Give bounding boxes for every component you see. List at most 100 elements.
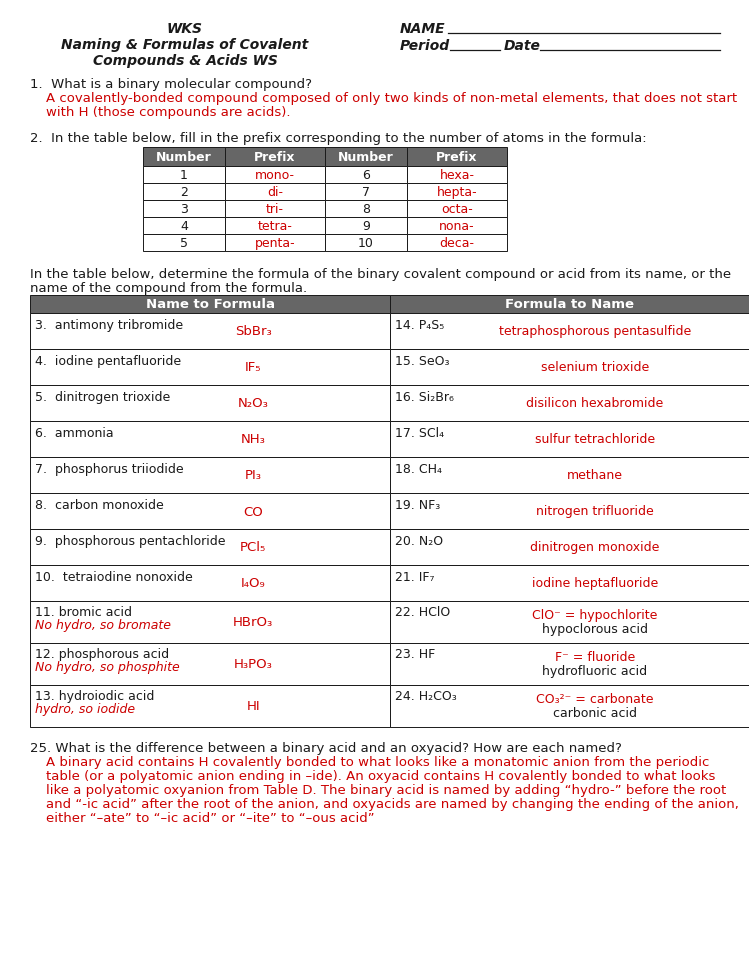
Text: hexa-: hexa- <box>440 169 475 182</box>
Text: Period: Period <box>400 39 450 53</box>
Text: 4: 4 <box>180 220 188 233</box>
Text: tetraphosphorous pentasulfide: tetraphosphorous pentasulfide <box>499 326 691 338</box>
Bar <box>325 201 407 218</box>
Text: and “-ic acid” after the root of the anion, and oxyacids are named by changing t: and “-ic acid” after the root of the ani… <box>46 797 739 810</box>
Text: PI₃: PI₃ <box>245 469 261 482</box>
Bar <box>407 234 507 252</box>
Text: nitrogen trifluoride: nitrogen trifluoride <box>536 505 654 518</box>
Text: NAME: NAME <box>400 22 446 36</box>
Text: IF₅: IF₅ <box>245 361 261 374</box>
Bar <box>143 148 225 167</box>
Text: carbonic acid: carbonic acid <box>553 706 637 720</box>
Bar <box>390 566 749 602</box>
Text: I₄O₉: I₄O₉ <box>241 577 266 590</box>
Bar <box>390 685 749 728</box>
Text: HBrO₃: HBrO₃ <box>233 616 273 629</box>
Text: tri-: tri- <box>266 203 284 216</box>
Bar <box>390 529 749 566</box>
Bar <box>30 643 390 685</box>
Text: A covalently-bonded compound composed of only two kinds of non-metal elements, t: A covalently-bonded compound composed of… <box>46 92 737 105</box>
Text: 10.  tetraiodine nonoxide: 10. tetraiodine nonoxide <box>35 571 192 583</box>
Bar <box>407 167 507 184</box>
Text: 12. phosphorous acid: 12. phosphorous acid <box>35 647 169 660</box>
Bar <box>225 148 325 167</box>
Text: N₂O₃: N₂O₃ <box>237 397 269 410</box>
Text: 19. NF₃: 19. NF₃ <box>395 498 440 512</box>
Bar <box>30 350 390 386</box>
Text: 17. SCl₄: 17. SCl₄ <box>395 426 444 440</box>
Text: octa-: octa- <box>441 203 473 216</box>
Bar <box>390 386 749 422</box>
Text: iodine heptafluoride: iodine heptafluoride <box>532 577 658 590</box>
Text: 8.  carbon monoxide: 8. carbon monoxide <box>35 498 164 512</box>
Bar <box>30 422 390 457</box>
Text: H₃PO₃: H₃PO₃ <box>234 658 273 671</box>
Bar <box>143 201 225 218</box>
Text: 1: 1 <box>180 169 188 182</box>
Bar <box>30 529 390 566</box>
Bar <box>407 184 507 201</box>
Text: 5.  dinitrogen trioxide: 5. dinitrogen trioxide <box>35 391 170 403</box>
Bar <box>325 148 407 167</box>
Bar <box>325 234 407 252</box>
Text: No hydro, so phosphite: No hydro, so phosphite <box>35 660 180 673</box>
Text: Formula to Name: Formula to Name <box>505 298 634 311</box>
Text: name of the compound from the formula.: name of the compound from the formula. <box>30 282 307 295</box>
Text: hypoclorous acid: hypoclorous acid <box>542 623 648 636</box>
Text: ClO⁻ = hypochlorite: ClO⁻ = hypochlorite <box>532 609 658 622</box>
Text: Date: Date <box>504 39 541 53</box>
Text: A binary acid contains H covalently bonded to what looks like a monatomic anion : A binary acid contains H covalently bond… <box>46 755 709 768</box>
Text: hydrofluoric acid: hydrofluoric acid <box>542 665 647 677</box>
Text: nona-: nona- <box>439 220 475 233</box>
Text: 6: 6 <box>362 169 370 182</box>
Bar <box>325 218 407 234</box>
Text: table (or a polyatomic anion ending in –ide). An oxyacid contains H covalently b: table (or a polyatomic anion ending in –… <box>46 769 715 782</box>
Text: like a polyatomic oxyanion from Table D. The binary acid is named by adding “hyd: like a polyatomic oxyanion from Table D.… <box>46 783 727 797</box>
Bar <box>225 218 325 234</box>
Text: 11. bromic acid: 11. bromic acid <box>35 606 132 618</box>
Bar <box>30 386 390 422</box>
Bar <box>143 184 225 201</box>
Text: CO: CO <box>243 505 263 518</box>
Text: PCl₅: PCl₅ <box>240 541 267 554</box>
Text: 7: 7 <box>362 186 370 199</box>
Text: 2.  In the table below, fill in the prefix corresponding to the number of atoms : 2. In the table below, fill in the prefi… <box>30 132 646 144</box>
Bar <box>225 234 325 252</box>
Bar <box>407 148 507 167</box>
Bar <box>225 201 325 218</box>
Text: Number: Number <box>338 151 394 164</box>
Bar <box>30 296 390 314</box>
Bar <box>143 167 225 184</box>
Bar <box>390 457 749 493</box>
Text: 13. hydroiodic acid: 13. hydroiodic acid <box>35 689 154 703</box>
Bar <box>30 602 390 643</box>
Text: 18. CH₄: 18. CH₄ <box>395 462 442 476</box>
Text: 2: 2 <box>180 186 188 199</box>
Bar <box>225 184 325 201</box>
Text: 14. P₄S₅: 14. P₄S₅ <box>395 319 444 331</box>
Text: sulfur tetrachloride: sulfur tetrachloride <box>535 433 655 446</box>
Text: 15. SeO₃: 15. SeO₃ <box>395 355 449 367</box>
Text: di-: di- <box>267 186 283 199</box>
Text: Prefix: Prefix <box>436 151 478 164</box>
Bar <box>390 296 749 314</box>
Bar <box>390 493 749 529</box>
Text: Prefix: Prefix <box>254 151 296 164</box>
Bar <box>30 493 390 529</box>
Text: mono-: mono- <box>255 169 295 182</box>
Text: penta-: penta- <box>255 236 295 250</box>
Text: 4.  iodine pentafluoride: 4. iodine pentafluoride <box>35 355 181 367</box>
Text: 25. What is the difference between a binary acid and an oxyacid? How are each na: 25. What is the difference between a bin… <box>30 741 622 754</box>
Text: 5: 5 <box>180 236 188 250</box>
Text: 24. H₂CO₃: 24. H₂CO₃ <box>395 689 457 703</box>
Text: 6.  ammonia: 6. ammonia <box>35 426 114 440</box>
Text: 9: 9 <box>362 220 370 233</box>
Text: either “–ate” to “–ic acid” or “–ite” to “–ous acid”: either “–ate” to “–ic acid” or “–ite” to… <box>46 811 374 825</box>
Bar <box>325 167 407 184</box>
Text: selenium trioxide: selenium trioxide <box>541 361 649 374</box>
Bar <box>143 234 225 252</box>
Bar <box>390 643 749 685</box>
Text: 9.  phosphorous pentachloride: 9. phosphorous pentachloride <box>35 535 225 547</box>
Text: 1.  What is a binary molecular compound?: 1. What is a binary molecular compound? <box>30 78 312 91</box>
Text: 8: 8 <box>362 203 370 216</box>
